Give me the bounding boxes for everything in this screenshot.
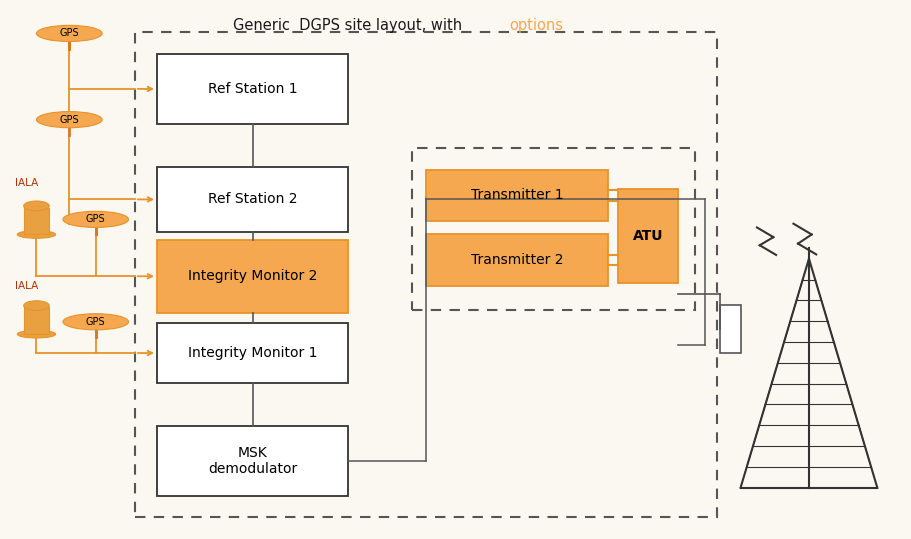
Text: MSK
demodulator: MSK demodulator [208,446,297,476]
Text: GPS: GPS [59,29,79,38]
Bar [425,170,608,221]
Text: ATU: ATU [632,229,662,243]
Ellipse shape [36,112,102,128]
Ellipse shape [17,330,56,338]
Text: Ref Station 1: Ref Station 1 [208,82,297,96]
Bar [135,32,716,517]
Text: IALA: IALA [15,178,37,188]
Text: Transmitter 1: Transmitter 1 [470,189,563,202]
Bar [618,189,677,283]
Text: Generic  DGPS site layout, with: Generic DGPS site layout, with [232,18,466,33]
Text: IALA: IALA [15,281,37,291]
Bar [24,208,49,234]
Text: Integrity Monitor 2: Integrity Monitor 2 [188,270,317,283]
Bar [425,234,608,286]
Bar [720,305,740,353]
Text: GPS: GPS [59,115,79,125]
Ellipse shape [17,231,56,238]
Bar [157,167,348,232]
Text: options: options [508,18,562,33]
Text: GPS: GPS [86,317,106,327]
Ellipse shape [63,314,128,330]
Text: Transmitter 2: Transmitter 2 [470,253,563,267]
Bar [157,426,348,496]
Ellipse shape [24,301,49,310]
Bar [157,54,348,124]
Bar [412,148,694,310]
Bar [24,307,49,334]
Text: GPS: GPS [86,215,106,224]
Bar [157,240,348,313]
Bar [157,323,348,383]
Ellipse shape [36,25,102,42]
Ellipse shape [24,201,49,211]
Ellipse shape [63,211,128,227]
Text: Ref Station 2: Ref Station 2 [208,192,297,206]
Text: Integrity Monitor 1: Integrity Monitor 1 [188,346,317,360]
